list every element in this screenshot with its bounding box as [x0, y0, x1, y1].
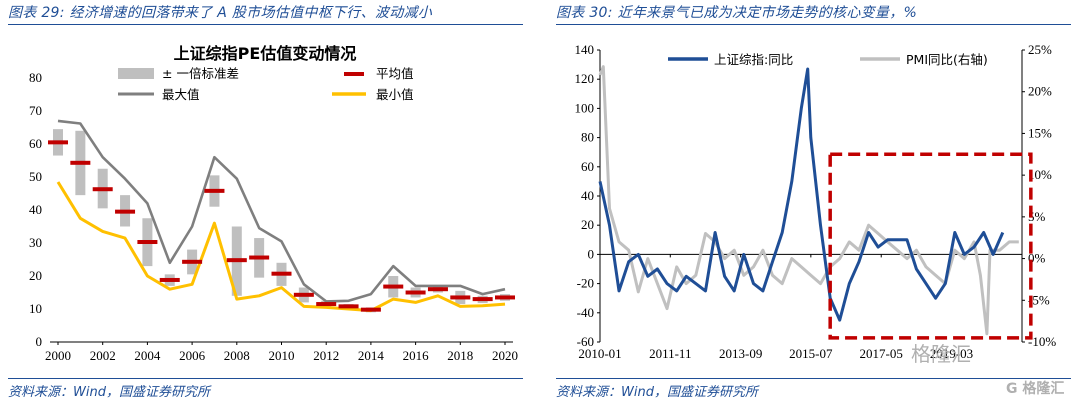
x-tick-label: 2002 — [90, 348, 116, 363]
y2-tick-label: 10% — [1028, 167, 1052, 182]
y2-tick-label: -10% — [1028, 334, 1056, 349]
yoy-line-chart: 上证综指:同比 PMI同比(右轴) -60 -40 -20 0 20 40 60 80 100 1… — [575, 42, 1057, 361]
legend: ± 一倍标准差 平均值 最大值 最小值 — [118, 66, 414, 102]
legend-band-label: ± 一倍标准差 — [162, 66, 239, 81]
x-tick-label: 2017-05 — [860, 346, 903, 361]
watermark-brand: 格隆汇 — [911, 342, 971, 366]
mean-marker — [427, 287, 448, 292]
highlight-box — [828, 152, 1033, 340]
x-tick-label: 2010-01 — [578, 346, 621, 361]
right-panel: 图表 30: 近年来景气已成为决定市场走势的核心变量，% 上证综指:同比 PMI… — [556, 0, 1076, 403]
y-tick-label: 120 — [575, 71, 595, 86]
source-rule — [8, 378, 523, 379]
sh-yoy-line — [598, 67, 1005, 322]
mean-marker — [70, 160, 91, 165]
y-tick-label: 140 — [575, 42, 595, 57]
max-line — [57, 119, 506, 303]
source-note: 资料来源：Wind，国盛证券研究所 — [8, 385, 210, 400]
legend-mean-label: 平均值 — [376, 66, 414, 81]
y2-tick-label: 15% — [1028, 125, 1052, 140]
x-tick-label: 2018 — [447, 348, 473, 363]
mean-marker — [226, 258, 247, 263]
x-tick-label: 2012 — [313, 348, 339, 363]
pe-valuation-chart: 上证综指PE估值变动情况 ± 一倍标准差 平均值 最大值 最小值 0 10 20 30… — [29, 44, 518, 363]
x-tick-label: 2014 — [358, 348, 385, 363]
mean-marker — [48, 140, 68, 145]
chart-title: 上证综指PE估值变动情况 — [174, 44, 357, 63]
y-tick-label: 30 — [29, 235, 42, 250]
mean-marker — [316, 302, 337, 307]
legend-max-label: 最大值 — [162, 87, 200, 102]
y-tick-label: 20 — [581, 217, 594, 232]
x-tick-label: 2011-11 — [649, 346, 691, 361]
mean-marker — [159, 277, 180, 282]
left-panel: 图表 29: 经济增速的回落带来了 A 股市场估值中枢下行、波动减小 上证综指P… — [8, 0, 528, 403]
mean-marker — [204, 188, 225, 193]
legend-pmi-label: PMI同比(右轴) — [906, 52, 988, 67]
mean-marker — [405, 290, 426, 295]
mean-marker — [495, 295, 515, 300]
min-line — [56, 181, 506, 313]
x-tick-label: 2004 — [134, 348, 161, 363]
mean-marker — [249, 255, 270, 260]
y2-tick-label: 25% — [1028, 42, 1052, 57]
y-tick-label: 100 — [575, 100, 595, 115]
mean-marker — [182, 259, 203, 264]
mean-marker — [115, 209, 136, 214]
y-tick-label: 80 — [29, 70, 42, 85]
source-rule — [556, 378, 1071, 379]
mean-marker — [293, 292, 314, 297]
x-tick-label: 2020 — [492, 348, 518, 363]
mean-marker — [137, 240, 158, 245]
figure-title-29: 图表 29: 经济增速的回落带来了 A 股市场估值中枢下行、波动减小 — [8, 5, 433, 21]
mean-marker — [338, 304, 359, 309]
mean-marker — [271, 271, 292, 276]
y2-tick-label: 20% — [1028, 84, 1052, 99]
legend-sh-label: 上证综指:同比 — [714, 52, 793, 67]
title-rule — [556, 24, 1071, 25]
source-note: 资料来源：Wind，国盛证券研究所 — [556, 385, 758, 400]
figure-title-30: 图表 30: 近年来景气已成为决定市场走势的核心变量，% — [556, 5, 918, 21]
y-tick-label: 60 — [581, 159, 594, 174]
x-tick-label: 2010 — [269, 348, 295, 363]
y-tick-label: 40 — [581, 188, 594, 203]
y2-tick-label: -5% — [1028, 292, 1050, 307]
y-tick-label: 20 — [29, 268, 42, 283]
y-tick-label: 60 — [29, 136, 42, 151]
title-rule — [8, 24, 523, 25]
mean-marker — [360, 307, 381, 312]
y-tick-label: 0 — [36, 334, 43, 349]
y-tick-label: 70 — [29, 103, 42, 118]
x-tick-label: 2006 — [179, 348, 206, 363]
y-tick-label: -40 — [577, 305, 594, 320]
x-tick-label: 2016 — [403, 348, 430, 363]
y-tick-label: 50 — [29, 169, 42, 184]
x-tick-label: 2008 — [224, 348, 250, 363]
mean-marker — [92, 187, 113, 192]
x-tick-label: 2013-09 — [719, 346, 762, 361]
legend: 上证综指:同比 PMI同比(右轴) — [668, 52, 988, 67]
pmi-yoy-line — [598, 65, 1019, 336]
y-tick-label: -20 — [577, 276, 594, 291]
x-tick-label: 2019-03 — [930, 346, 973, 361]
mean-marker — [383, 284, 404, 289]
y-tick-label: -60 — [577, 334, 594, 349]
y-tick-label: 40 — [29, 202, 42, 217]
legend-band-swatch — [118, 68, 154, 79]
legend-min-label: 最小值 — [376, 87, 414, 102]
mean-marker — [450, 295, 471, 300]
x-tick-label: 2015-07 — [789, 346, 833, 361]
mean-marker — [472, 297, 493, 302]
y-tick-label: 80 — [581, 130, 594, 145]
legend-mean-swatch — [344, 72, 364, 76]
watermark-logo: G 格隆汇 — [1006, 381, 1065, 397]
y-tick-label: 0 — [588, 246, 595, 261]
x-tick-label: 2000 — [45, 348, 71, 363]
y-tick-label: 10 — [29, 301, 42, 316]
